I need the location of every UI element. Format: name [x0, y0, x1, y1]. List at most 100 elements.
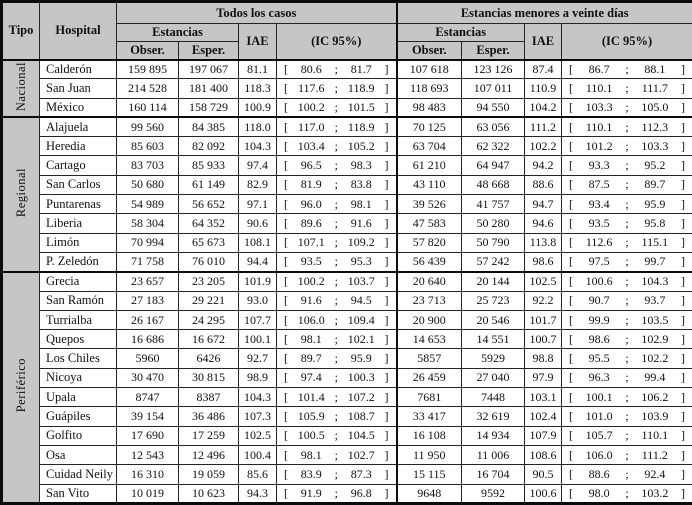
ic-open-bracket: [: [569, 466, 573, 481]
ic-open-bracket: [: [569, 447, 573, 462]
ic-separator: ;: [625, 293, 629, 308]
ic-lower-value: 80.6: [300, 61, 322, 76]
ic-close-bracket: ]: [384, 196, 389, 211]
ic-lower-value: 100.6: [585, 274, 613, 289]
ic-lower-value: 90.7: [588, 293, 610, 308]
obser-all-value: 8747: [116, 387, 179, 408]
esper-short-value: 5929: [461, 348, 525, 369]
ic-open-bracket: [: [284, 216, 288, 231]
ic-separator: ;: [334, 274, 338, 289]
table-row: Puntarenas 54 989 56 652 97.1 [96.0; 98.1] 39 …: [2, 194, 692, 215]
table-row: Periférico Grecia 23 657 23 205 101.9[100.2;…: [1, 270, 692, 504]
hospital-name: San Vito: [39, 483, 117, 505]
ic-upper-value: 104.5: [347, 428, 375, 443]
ic-close-bracket: ]: [384, 389, 389, 404]
obser-short-value: 23 713: [396, 290, 462, 311]
ic-upper-value: 105.0: [641, 99, 669, 114]
ic-upper-value: 109.2: [347, 235, 375, 250]
ic-separator: ;: [625, 254, 629, 269]
ic-upper-value: 89.7: [644, 177, 666, 192]
ic95-header-short: (IC 95%): [560, 23, 692, 60]
ic-close-bracket: ]: [680, 312, 685, 327]
ic-open-bracket: [: [284, 312, 288, 327]
confidence-interval: [98.1; 102.1]: [278, 332, 395, 347]
esper-all-value: 61 149: [178, 174, 239, 196]
ic-upper-value: 111.2: [641, 447, 668, 462]
iae-short-value: 94.7: [524, 194, 562, 215]
ic-separator: ;: [334, 293, 338, 308]
table-row: San Juan 214 528 181 400 118.3 [117.6; 118.9]…: [2, 78, 692, 99]
ic-close-bracket: ]: [680, 158, 685, 173]
ic-open-bracket: [: [284, 235, 288, 250]
ic-lower-value: 87.5: [588, 177, 610, 192]
table-row: San Vito 10 019 10 623 94.3[91.9; 96.8] 9648 9…: [2, 483, 692, 505]
hospital-name: México: [39, 97, 117, 118]
iae-all-value: 97.1: [238, 194, 277, 215]
confidence-interval: [87.5; 89.7]: [563, 177, 692, 192]
esper-all-value: 16 672: [178, 329, 239, 350]
ic-upper-value: 95.3: [350, 254, 372, 269]
iae-all-value: 93.0: [238, 290, 277, 311]
esper-all-value: 23 205: [178, 270, 239, 292]
obser-short-value: 5857: [396, 348, 462, 369]
ic-open-bracket: [: [284, 138, 288, 153]
confidence-interval: [117.6; 118.9]: [278, 81, 395, 96]
ic-open-bracket: [: [284, 119, 288, 134]
ic-lower-value: 99.9: [588, 312, 610, 327]
ic95-all-cell: [117.0; 118.9]: [276, 116, 398, 138]
ic95-all-cell: [100.2; 103.7]: [276, 270, 398, 292]
iae-all-value: 97.4: [238, 155, 277, 176]
ic-open-bracket: [: [284, 408, 288, 423]
ic-close-bracket: ]: [680, 196, 685, 211]
ic-lower-value: 110.1: [585, 119, 613, 134]
esper-all-value: 84 385: [178, 116, 239, 138]
ic-separator: ;: [334, 99, 338, 114]
ic-separator: ;: [625, 235, 629, 250]
ic95-short-cell: [101.2; 103.3]: [560, 136, 692, 157]
obser-all-value: 12 543: [116, 444, 179, 466]
esper-short-value: 14 551: [461, 329, 525, 350]
ic-lower-value: 106.0: [585, 447, 613, 462]
iae-short-value: 88.6: [524, 174, 562, 196]
ic95-all-cell: [100.5; 104.5]: [276, 425, 398, 446]
ic-open-bracket: [: [284, 158, 288, 173]
esper-short-value: 57 242: [461, 251, 525, 273]
ic-open-bracket: [: [569, 177, 573, 192]
ic95-short-cell: [103.3; 105.0]: [560, 97, 692, 118]
ic95-all-cell: [93.5; 95.3]: [276, 251, 398, 273]
hospital-column-header: Hospital: [39, 1, 117, 60]
ic-lower-value: 106.0: [297, 312, 325, 327]
iae-short-value: 108.6: [524, 444, 562, 466]
ic95-all-cell: [96.0; 98.1]: [276, 194, 398, 215]
esper-short-value: 63 056: [461, 116, 525, 138]
ic-upper-value: 108.7: [347, 408, 375, 423]
iae-header-all: IAE: [238, 23, 277, 60]
obser-short-value: 61 210: [396, 155, 462, 176]
iae-all-value: 100.4: [238, 444, 277, 466]
ic-separator: ;: [625, 370, 629, 385]
header-row-obs-esp: Obser. Esper. Obser. Esper.: [2, 41, 692, 60]
ic-separator: ;: [334, 370, 338, 385]
confidence-interval: [91.9; 96.8]: [278, 485, 395, 501]
ic-open-bracket: [: [569, 408, 573, 423]
ic-open-bracket: [: [284, 351, 288, 366]
obser-short-value: 63 704: [396, 136, 462, 157]
ic-close-bracket: ]: [384, 138, 389, 153]
ic95-short-cell: [100.6; 104.3]: [560, 270, 692, 292]
obser-short-value: 20 640: [396, 270, 462, 292]
ic95-all-cell: [96.5; 98.3]: [276, 155, 398, 176]
hospital-name: Alajuela: [39, 116, 117, 138]
ic-upper-value: 103.9: [641, 408, 669, 423]
ic-upper-value: 109.4: [347, 312, 375, 327]
ic-close-bracket: ]: [680, 254, 685, 269]
obser-short-value: 7681: [396, 387, 462, 408]
ic-close-bracket: ]: [680, 274, 685, 289]
iae-short-value: 111.2: [524, 116, 562, 138]
ic95-short-cell: [90.7; 93.7]: [560, 290, 692, 311]
ic95-all-cell: [101.4; 107.2]: [276, 387, 398, 408]
ic-lower-value: 83.9: [300, 466, 322, 481]
ic-upper-value: 107.2: [347, 389, 375, 404]
table-row: Osa 12 543 12 496 100.4[98.1; 102.7] 11 950 11…: [2, 444, 692, 466]
ic-upper-value: 96.8: [350, 485, 372, 500]
ic-close-bracket: ]: [384, 254, 389, 269]
